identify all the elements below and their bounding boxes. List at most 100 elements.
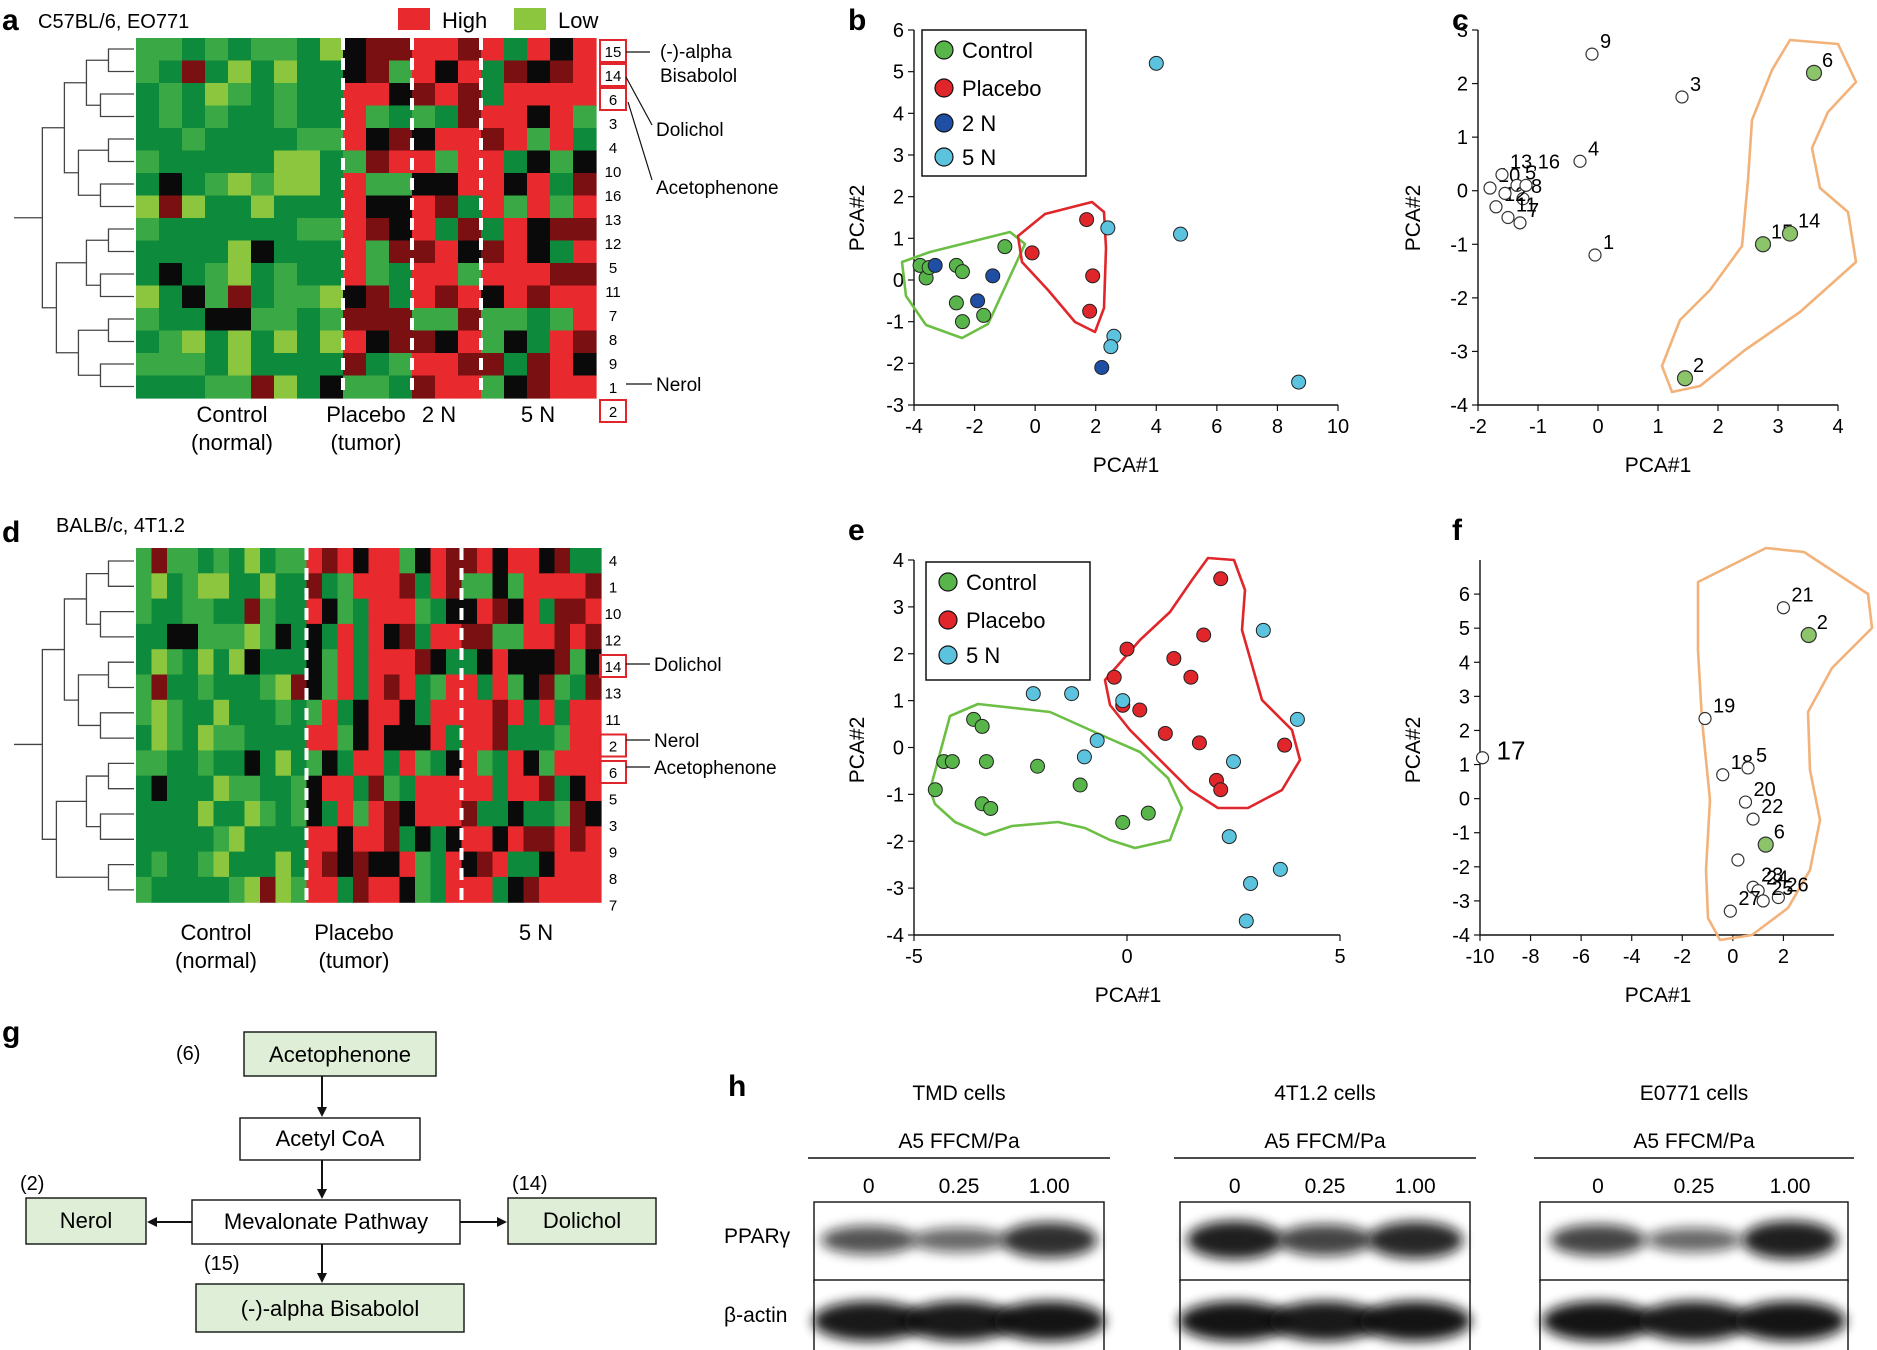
- blot-treatment: A5 FFCM/Pa: [1633, 1130, 1755, 1153]
- heatmap-cell: [412, 285, 436, 309]
- heatmap-cell: [244, 725, 261, 751]
- heatmap-cell: [384, 598, 401, 625]
- heatmap-cell: [384, 851, 401, 878]
- heatmap-cell: [508, 826, 525, 853]
- data-point-5n: [1226, 754, 1241, 770]
- heatmap-cell: [337, 725, 354, 751]
- heatmap-cell: [205, 128, 229, 152]
- heatmap-cell: [291, 623, 308, 650]
- heatmap-cell: [368, 598, 385, 625]
- heatmap-cell: [430, 851, 447, 878]
- dendrogram-branch: [85, 775, 109, 828]
- heatmap-cell: [251, 173, 275, 197]
- heatmap-cell: [229, 548, 246, 574]
- y-tick-label: 4: [893, 103, 904, 125]
- row-label: 9: [609, 356, 617, 373]
- heatmap-cell: [573, 38, 597, 62]
- heatmap-cell: [573, 330, 597, 354]
- scatter-plot-e: -5 0 5 -4 -3 -2 -1 0 1 2 3 4 PCA#1 PCA#2: [846, 550, 1346, 1007]
- data-point: [1731, 853, 1745, 867]
- heatmap-cell: [550, 60, 574, 84]
- heatmap-cell: [297, 308, 321, 332]
- y-tick-label: -2: [886, 831, 904, 853]
- point-label: 8: [1531, 176, 1542, 198]
- row-label: 11: [605, 284, 621, 301]
- heatmap-cell: [182, 375, 206, 399]
- x-tick-label: 2: [1778, 946, 1789, 968]
- heatmap-cell: [337, 548, 354, 574]
- dendrogram-branch: [55, 262, 87, 354]
- row-label: 10: [605, 606, 622, 623]
- heatmap-cell: [291, 725, 308, 751]
- data-point-placebo: [1277, 737, 1293, 753]
- dendrogram-a: [14, 48, 134, 388]
- heatmap-cell: [136, 750, 153, 777]
- legend-5n-b: 5 N: [962, 145, 996, 170]
- heatmap-cell: [320, 38, 344, 62]
- heatmap-cell: [508, 851, 525, 878]
- heatmap-cell: [573, 105, 597, 129]
- heatmap-cell: [260, 649, 277, 676]
- heatmap-cell: [274, 195, 298, 219]
- heatmap-cell: [389, 308, 413, 332]
- heatmap-cell: [228, 218, 252, 242]
- node-acetophenone: [243, 1031, 437, 1077]
- heatmap-cell: [244, 801, 261, 827]
- heatmap-cell: [570, 623, 587, 650]
- heatmap-cell: [570, 573, 587, 600]
- row-label: 10: [605, 164, 622, 181]
- heatmap-cell: [229, 598, 246, 625]
- heatmap-cell: [291, 548, 308, 574]
- heatmap-cell: [337, 674, 354, 701]
- heatmap-cell: [167, 876, 184, 903]
- heatmap-cell: [415, 876, 432, 903]
- group-label-control-a: Control: [197, 402, 268, 427]
- heatmap-cell: [136, 623, 153, 650]
- heatmap-cell: [573, 218, 597, 242]
- heatmap-cell: [366, 38, 390, 62]
- heatmap-cell: [182, 750, 199, 777]
- heatmap-cell: [504, 105, 528, 129]
- point-label: 5: [1756, 745, 1767, 767]
- heatmap-cell: [306, 573, 323, 600]
- cluster-hull-placebo-e: [1103, 556, 1302, 810]
- heatmap-cell: [412, 83, 436, 107]
- heatmap-cell: [306, 775, 323, 802]
- ppar-band: [1742, 1220, 1838, 1260]
- heatmap-cell: [481, 128, 505, 152]
- heatmap-cell: [229, 826, 246, 853]
- row-label: 12: [605, 236, 622, 253]
- heatmap-cell: [151, 623, 168, 650]
- dendrogram-branch: [107, 560, 134, 587]
- heatmap-cell: [182, 674, 199, 701]
- heatmap-cell: [251, 330, 275, 354]
- point-label: 26: [1786, 875, 1808, 897]
- heatmap-cell: [527, 263, 551, 287]
- heatmap-cell: [337, 598, 354, 625]
- heatmap-cell: [492, 649, 509, 676]
- node-mevalonate-label: Mevalonate Pathway: [224, 1209, 428, 1234]
- heatmap-cell: [527, 353, 551, 377]
- heatmap-cell: [570, 801, 587, 827]
- heatmap-cell: [343, 240, 367, 264]
- y-tick-label: 4: [893, 550, 904, 572]
- row-label: 1: [609, 580, 617, 597]
- row-label: 4: [609, 140, 617, 157]
- y-tick-label: 3: [893, 597, 904, 619]
- legend-5n-e: 5 N: [966, 643, 1000, 668]
- heatmap-cell: [527, 218, 551, 242]
- heatmap-cell: [274, 330, 298, 354]
- point-label: 1: [1603, 232, 1614, 254]
- callout-alpha: (-)-alpha: [660, 42, 732, 63]
- heatmap-cell: [275, 876, 292, 903]
- heatmap-cell: [430, 876, 447, 903]
- heatmap-cell: [412, 105, 436, 129]
- heatmap-cell: [446, 851, 463, 878]
- heatmap-cell: [275, 674, 292, 701]
- heatmap-cell: [504, 285, 528, 309]
- heatmap-cell: [228, 195, 252, 219]
- node-bisabolol-label: (-)-alpha Bisabolol: [241, 1296, 420, 1321]
- heatmap-cell: [415, 750, 432, 777]
- dose-label: 0.25: [939, 1175, 980, 1198]
- heatmap-cell: [297, 218, 321, 242]
